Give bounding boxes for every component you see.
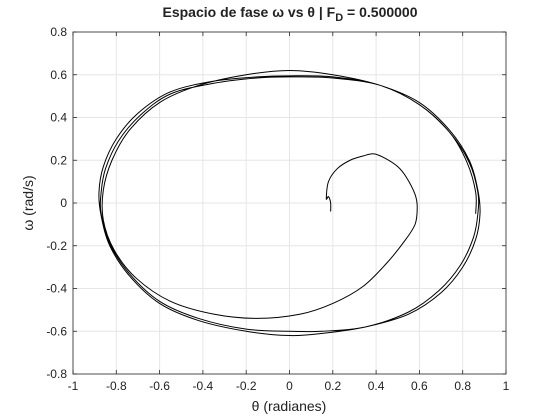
- chart-title: Espacio de fase ω vs θ | FD = 0.500000: [162, 4, 417, 24]
- phase-trajectory-line: [98, 69, 481, 337]
- tick-layer: -1 -0.8 -0.6 -0.4 -0.2 0 0.2 0.4 0.6 0.8 1-0.8-0.6…: [46, 25, 509, 393]
- y-tick-label: 0.4: [50, 111, 67, 125]
- y-tick-label: 0.6: [50, 68, 67, 82]
- x-axis-label: θ (radianes): [252, 398, 327, 414]
- y-tick-label: -0.8: [46, 367, 67, 381]
- x-tick-label: 0: [286, 379, 293, 393]
- x-tick-label: 0.4: [368, 379, 385, 393]
- y-tick-label: -0.6: [46, 324, 67, 338]
- x-tick-label: -0.6: [149, 379, 170, 393]
- chart-title-suffix: = 0.500000: [343, 4, 418, 20]
- chart-title-subscript: D: [335, 12, 343, 24]
- x-tick-label: -0.8: [106, 379, 127, 393]
- x-tick-label: 1: [503, 379, 510, 393]
- y-tick-label: 0.8: [50, 25, 67, 39]
- series-layer: [98, 69, 481, 337]
- y-tick-label: 0: [60, 196, 67, 210]
- y-axis-label: ω (rad/s): [20, 175, 36, 230]
- x-tick-label: -1: [68, 379, 79, 393]
- y-tick-label: -0.4: [46, 282, 67, 296]
- x-tick-label: -0.4: [193, 379, 214, 393]
- y-tick-label: 0.2: [50, 153, 67, 167]
- x-tick-label: -0.2: [236, 379, 257, 393]
- y-tick-label: -0.2: [46, 239, 67, 253]
- x-tick-label: 0.2: [324, 379, 341, 393]
- x-tick-label: 0.8: [454, 379, 471, 393]
- x-tick-label: 0.6: [411, 379, 428, 393]
